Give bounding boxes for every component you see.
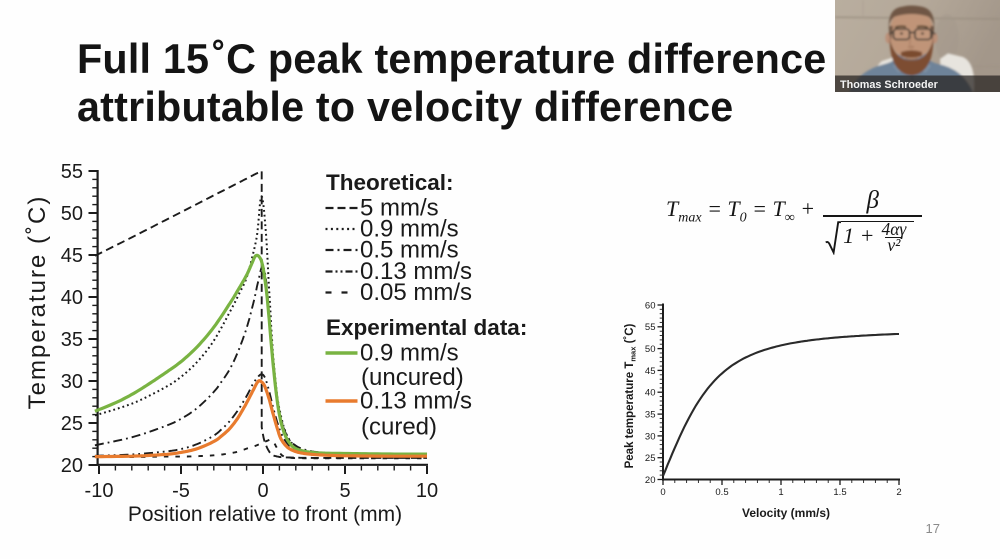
svg-text:40: 40 bbox=[61, 287, 83, 309]
svg-text:10: 10 bbox=[416, 480, 438, 502]
svg-text:40: 40 bbox=[645, 388, 656, 399]
svg-text:0: 0 bbox=[257, 480, 268, 502]
svg-text:-10: -10 bbox=[85, 480, 114, 502]
svg-text:25: 25 bbox=[645, 453, 656, 464]
svg-text:Theoretical:: Theoretical: bbox=[326, 170, 454, 195]
svg-text:50: 50 bbox=[61, 203, 83, 225]
svg-text:Thomas Schroeder: Thomas Schroeder bbox=[840, 79, 939, 91]
svg-text:1.5: 1.5 bbox=[833, 487, 846, 498]
svg-text:Velocity (mm/s): Velocity (mm/s) bbox=[742, 506, 830, 520]
svg-text:Peak temperature Tmax (˚C): Peak temperature Tmax (˚C) bbox=[624, 323, 638, 468]
svg-text:5: 5 bbox=[339, 480, 350, 502]
svg-text:1: 1 bbox=[778, 487, 783, 498]
svg-text:0.9 mm/s: 0.9 mm/s bbox=[360, 216, 459, 243]
svg-text:55: 55 bbox=[61, 161, 83, 183]
svg-text:Temperature (˚C): Temperature (˚C) bbox=[24, 195, 51, 410]
svg-text:20: 20 bbox=[645, 475, 656, 486]
svg-text:45: 45 bbox=[645, 366, 656, 377]
svg-text:0.13 mm/s: 0.13 mm/s bbox=[360, 258, 472, 285]
svg-text:0.05 mm/s: 0.05 mm/s bbox=[360, 279, 472, 306]
svg-text:0.5: 0.5 bbox=[715, 487, 728, 498]
svg-text:Position relative to front (mm: Position relative to front (mm) bbox=[128, 503, 402, 526]
svg-text:20: 20 bbox=[61, 455, 83, 477]
svg-text:25: 25 bbox=[61, 413, 83, 435]
svg-text:0.13 mm/s: 0.13 mm/s bbox=[360, 388, 472, 415]
svg-text:(cured): (cured) bbox=[361, 414, 437, 441]
svg-text:-5: -5 bbox=[172, 480, 190, 502]
svg-text:0: 0 bbox=[660, 487, 665, 498]
svg-text:2: 2 bbox=[896, 487, 901, 498]
svg-text:0.9 mm/s: 0.9 mm/s bbox=[360, 340, 459, 367]
svg-text:30: 30 bbox=[645, 431, 656, 442]
svg-text:45: 45 bbox=[61, 245, 83, 267]
svg-text:0.5 mm/s: 0.5 mm/s bbox=[360, 237, 459, 264]
svg-text:(uncured): (uncured) bbox=[361, 364, 464, 391]
svg-text:Experimental data:: Experimental data: bbox=[326, 315, 527, 340]
svg-text:5 mm/s: 5 mm/s bbox=[360, 195, 439, 222]
svg-text:55: 55 bbox=[645, 322, 656, 333]
svg-text:50: 50 bbox=[645, 344, 656, 355]
svg-text:35: 35 bbox=[645, 410, 656, 421]
svg-text:30: 30 bbox=[61, 371, 83, 393]
svg-text:60: 60 bbox=[645, 300, 656, 311]
svg-text:35: 35 bbox=[61, 329, 83, 351]
